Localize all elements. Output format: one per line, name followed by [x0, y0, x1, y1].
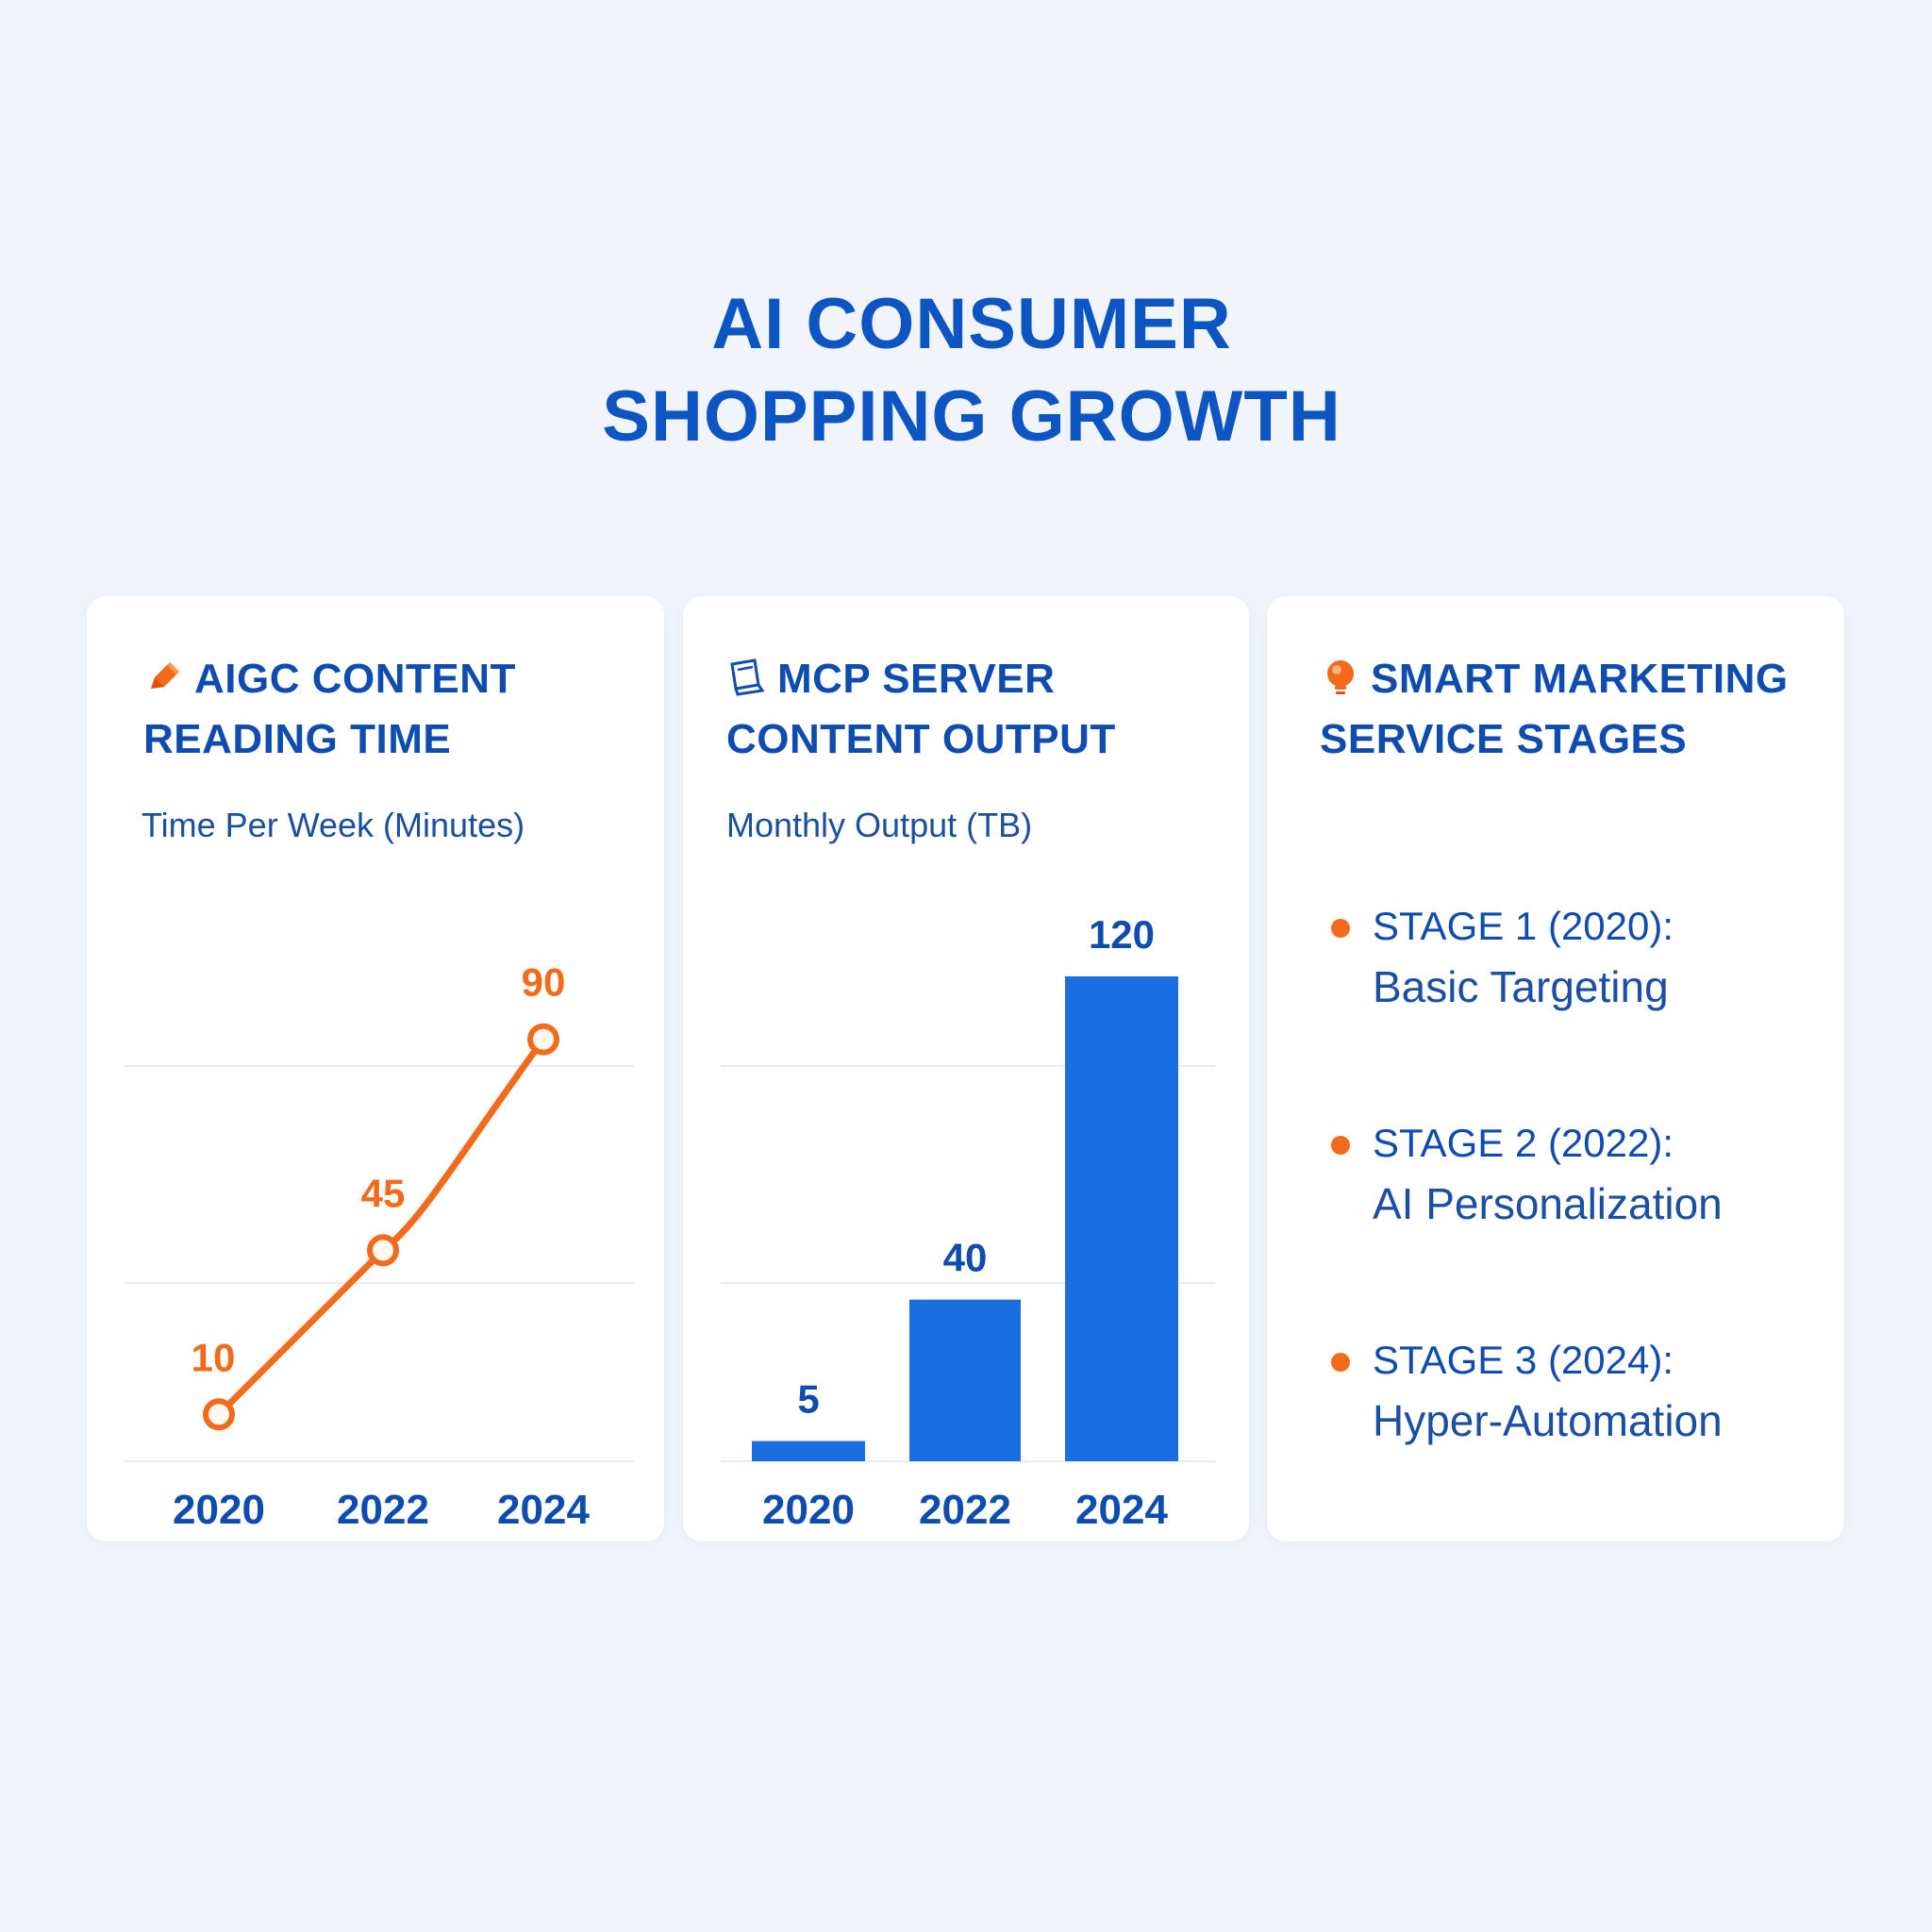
- data-label: 120: [1089, 912, 1155, 957]
- data-label: 90: [522, 960, 566, 1005]
- pencil-icon: [143, 657, 185, 698]
- card-title-line2: CONTENT OUTPUT: [726, 716, 1116, 762]
- stage-description: AI Personalization: [1373, 1179, 1723, 1228]
- card-title-line1: AIGC CONTENT: [194, 656, 516, 702]
- stage-label: STAGE 3 (2024):: [1373, 1338, 1674, 1382]
- reading-time-card: AIGC CONTENT READING TIME Time Per Week …: [87, 596, 664, 1541]
- data-point: [527, 1023, 559, 1056]
- data-label: 5: [797, 1377, 819, 1422]
- card-title-line1: SMART MARKETING: [1371, 656, 1789, 702]
- card-title-line1: MCP SERVER: [777, 656, 1056, 702]
- card-title-line2: READING TIME: [143, 716, 452, 762]
- page-title-line1: AI CONSUMER: [711, 284, 1232, 364]
- page-title: AI CONSUMER SHOPPING GROWTH: [0, 278, 1932, 463]
- marketing-stages-card: SMART MARKETING SERVICE STAGES STAGE 1 (…: [1267, 596, 1844, 1541]
- stage-list: STAGE 1 (2020): Basic Targeting STAGE 2 …: [1331, 896, 1825, 1547]
- card-title: AIGC CONTENT READING TIME: [143, 649, 516, 770]
- card-title: SMART MARKETING SERVICE STAGES: [1320, 649, 1789, 770]
- server-icon: [726, 657, 768, 698]
- lightbulb-icon: [1320, 657, 1361, 698]
- data-label: 10: [192, 1335, 236, 1379]
- series-line: [215, 1036, 547, 1418]
- data-point: [367, 1234, 399, 1267]
- bullet-dot-icon: [1331, 919, 1350, 938]
- stage-description: Basic Targeting: [1373, 962, 1669, 1011]
- bar: [909, 1299, 1021, 1461]
- x-tick-label: 2020: [762, 1487, 855, 1533]
- x-tick-label: 2020: [173, 1487, 265, 1533]
- chart-subtitle: Monthly Output (TB): [726, 806, 1033, 844]
- data-label: 40: [943, 1236, 988, 1280]
- x-tick-label: 2024: [1075, 1487, 1168, 1533]
- card-title: MCP SERVER CONTENT OUTPUT: [726, 649, 1116, 770]
- x-tick-label: 2022: [919, 1487, 1011, 1533]
- page-title-line2: SHOPPING GROWTH: [602, 376, 1341, 457]
- bar-chart: 5 40 120 2020 2022 2024: [721, 912, 1215, 1533]
- bar: [1065, 976, 1178, 1461]
- line-chart: 10 45 90 2020 2022 2024: [125, 960, 634, 1533]
- bullet-dot-icon: [1331, 1353, 1350, 1372]
- data-point: [203, 1398, 235, 1431]
- bullet-dot-icon: [1331, 1136, 1350, 1155]
- stage-label: STAGE 2 (2022):: [1373, 1121, 1674, 1165]
- stage-item: STAGE 3 (2024): Hyper-Automation: [1331, 1330, 1825, 1547]
- card-title-line2: SERVICE STAGES: [1320, 716, 1688, 762]
- content-output-card: MCP SERVER CONTENT OUTPUT Monthly Output…: [683, 596, 1249, 1541]
- stage-label: STAGE 1 (2020):: [1373, 904, 1674, 948]
- x-tick-label: 2024: [497, 1487, 590, 1533]
- bar: [752, 1441, 865, 1461]
- stage-item: STAGE 1 (2020): Basic Targeting: [1331, 896, 1825, 1113]
- chart-subtitle: Time Per Week (Minutes): [142, 806, 525, 844]
- x-tick-label: 2022: [337, 1487, 429, 1533]
- stage-item: STAGE 2 (2022): AI Personalization: [1331, 1113, 1825, 1330]
- stage-description: Hyper-Automation: [1373, 1396, 1723, 1445]
- data-label: 45: [361, 1171, 406, 1215]
